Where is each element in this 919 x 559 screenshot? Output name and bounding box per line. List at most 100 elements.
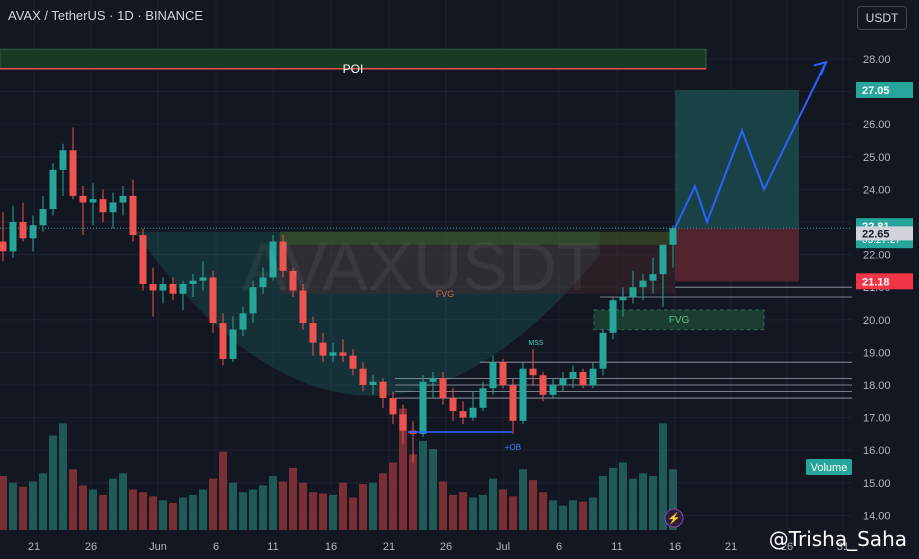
candle [599,332,607,369]
candle [429,378,437,382]
candle [289,270,297,291]
volume-bar [499,489,507,530]
volume-bar [489,478,497,530]
zones-layer [0,48,852,399]
volume-bar [29,481,37,530]
volume-bar [619,462,627,530]
candle [609,300,617,333]
volume-bar [229,482,237,530]
volume-bar [539,492,547,530]
volume-bar [549,500,557,530]
candle [169,283,177,294]
y-tick-label: 15.00 [863,478,891,490]
candle [359,368,367,385]
fvg-upper-lower-band [280,244,675,294]
volume-bar [159,500,167,530]
x-tick-label: 16 [669,541,681,553]
marker-price-badge [856,226,913,241]
mss-label: MSS [528,340,544,347]
candle [379,381,387,399]
ob-label: +OB [505,443,521,452]
candle [119,195,127,203]
candle [319,342,327,356]
candle [499,362,507,385]
candle [229,329,237,359]
candles-layer[interactable] [0,127,677,464]
x-axis[interactable]: 21 26 Jun 6 11 16 21 26 Jul 6 11 16 21 26 31 [28,541,849,553]
candle [159,283,167,291]
candle [109,202,117,213]
candle [59,150,67,170]
volume-bar [199,489,207,530]
countdown-text: 03:27:27 [862,235,901,246]
volume-bar [419,440,427,530]
volume-bar [519,469,527,530]
candle [479,388,487,408]
candle [529,368,537,376]
volume-bar [239,492,247,530]
fvg-label-lower: FVG [669,315,690,326]
overlay-layer: POI FVG FVG MSS +OB AVAXUSDT Volume ⚡ [242,60,852,528]
candle [149,283,157,291]
y-tick-label: 22.00 [863,250,891,262]
candle [569,371,577,379]
currency-button[interactable]: USDT [857,6,907,30]
candle [129,195,137,236]
marker-price-badge-text: 22.65 [862,228,890,240]
target-price-badge [856,81,913,98]
candle [439,378,447,399]
x-tick-label: 26 [85,541,97,553]
volume-bar [309,492,317,530]
volume-bar [359,484,367,530]
volume-bar [469,497,477,530]
candle [299,290,307,324]
chart-title: AVAX / TetherUS · 1D · BINANCE [8,8,204,23]
candle [0,241,7,252]
volume-bar [69,469,77,530]
volume-bar [149,496,157,530]
candle [629,287,637,297]
cup-shape [135,231,600,396]
x-tick-label: 16 [325,541,337,553]
x-tick-label: 26 [440,541,452,553]
stop-zone [675,228,799,282]
volume-bar [609,467,617,530]
volume-bar [429,449,437,530]
symbol-watermark: AVAXUSDT [242,229,598,305]
volume-bar [319,493,327,530]
volume-bar [179,497,187,530]
volume-bar [459,492,467,530]
volume-bar [129,489,137,530]
volume-bar [269,476,277,530]
volume-bar [479,494,487,530]
y-axis[interactable]: 14.0015.0016.0017.0018.0019.0020.0021.00… [852,0,919,559]
x-tick-label: 31 [837,541,849,553]
volume-bar [249,489,257,530]
stop-price-badge [856,273,913,290]
candle [509,385,517,421]
stop-price-badge-text: 21.18 [862,276,890,288]
volume-bar [0,476,7,530]
candle [329,352,337,356]
volume-bar [209,478,217,530]
x-tick-label: 21 [383,541,395,553]
x-tick-label: 6 [556,541,562,553]
volume-bar [559,505,567,530]
target-zone [675,89,799,229]
volume-bar [259,485,267,530]
candle [349,355,357,369]
candle [619,296,627,301]
fvg-upper-band [280,231,675,245]
volume-bar [509,496,517,530]
candle [489,362,497,389]
candle [89,199,97,203]
candle [69,150,77,196]
candle [339,352,347,356]
volume-bar [79,485,87,530]
candle [579,371,587,385]
candle [209,277,217,324]
volume-bars [0,408,677,530]
volume-bar [449,494,457,530]
volume-bar [39,473,47,530]
